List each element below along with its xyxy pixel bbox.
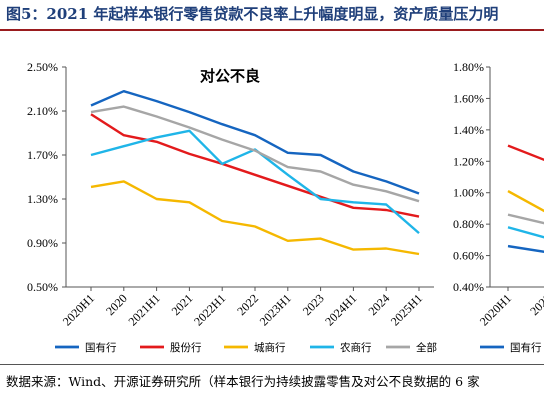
legend-label-农商行: 农商行 [340, 341, 372, 354]
legend-label-城商行: 城商行 [254, 341, 286, 354]
right-series-line-全部 [507, 213, 544, 225]
right-x-tick-label: 2020 [527, 291, 544, 318]
title-divider [0, 29, 544, 31]
left-x-tick-label: 2020 [103, 291, 130, 318]
right-legend-label: 国有行 [510, 341, 542, 354]
right-y-tick-label: 1.00% [453, 186, 484, 200]
left-x-tick-label: 2021H1 [125, 291, 162, 328]
right-y-tick-label: 1.40% [453, 123, 484, 137]
left-y-tick-label: 0.50% [27, 280, 58, 294]
right-series-line-城商行 [507, 190, 544, 213]
right-series-line-农商行 [507, 226, 544, 239]
series-line-农商行 [90, 129, 420, 235]
series-line-股份行 [90, 113, 420, 218]
right-series-line-国有行 [507, 244, 544, 253]
source-note: 数据来源：Wind、开源证券研究所（样本银行为持续披露零售及对公不良数据的 6 … [6, 374, 480, 389]
left-y-tick-label: 1.30% [27, 192, 58, 206]
series-line-国有行 [90, 90, 420, 195]
right-y-tick-label: 1.80% [453, 60, 484, 74]
left-x-tick-label: 2023H1 [257, 291, 294, 328]
legend-label-全部: 全部 [416, 341, 437, 354]
left-x-tick-label: 2022H1 [191, 291, 228, 328]
figure-title: 图5：2021 年起样本银行零售贷款不良率上升幅度明显，资产质量压力明 [6, 5, 499, 23]
right-chart: 0.40% 0.60% 0.80% 1.00% 1.20% 1.40% 1.60% 1.80%… [453, 60, 544, 354]
left-y-tick-label: 2.10% [27, 104, 58, 118]
left-x-tick-label: 2024H1 [322, 291, 359, 328]
right-x-tick-label: 2020H1 [477, 291, 514, 328]
left-x-tick-label: 2023 [300, 291, 327, 318]
left-x-tick-label: 2024 [365, 291, 392, 318]
right-y-tick-label: 0.60% [453, 249, 484, 263]
left-x-tick-label: 2021 [169, 291, 196, 318]
left-y-tick-label: 0.90% [27, 236, 58, 250]
left-y-tick-label: 1.70% [27, 148, 58, 162]
legend-label-股份行: 股份行 [170, 341, 202, 354]
left-chart: 0.50% 0.90% 1.30% 1.70% 2.10% 2.50% 2020H1 2020… [27, 60, 437, 354]
left-y-tick-label: 2.50% [27, 60, 58, 74]
right-y-tick-label: 0.80% [453, 217, 484, 231]
source-divider [0, 364, 544, 365]
legend-label-国有行: 国有行 [85, 341, 117, 354]
right-y-tick-label: 1.20% [453, 154, 484, 168]
series-line-全部 [90, 105, 420, 203]
left-x-tick-label: 2022 [234, 291, 261, 318]
left-x-tick-label: 2020H1 [60, 291, 97, 328]
left-chart-annotation: 对公不良 [200, 67, 260, 85]
series-line-城商行 [90, 180, 420, 256]
right-y-tick-label: 0.40% [453, 280, 484, 294]
right-series-line-股份行 [507, 144, 544, 162]
right-y-tick-label: 1.60% [453, 91, 484, 105]
left-x-tick-label: 2025H1 [388, 291, 425, 328]
charts-canvas: 0.50%0.90%1.30%1.70%2.10%2.50%2020H1 2020… [27, 60, 544, 354]
